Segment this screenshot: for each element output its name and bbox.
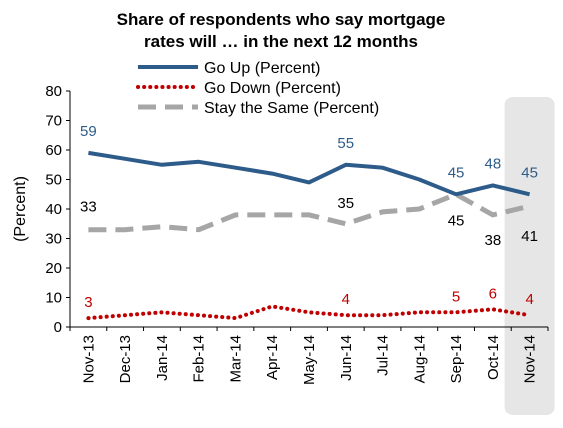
y-tick-label: 0 bbox=[54, 319, 62, 336]
series-line-go-up bbox=[88, 150, 531, 197]
data-label: 59 bbox=[80, 123, 97, 140]
data-label: 38 bbox=[485, 232, 502, 249]
legend-label: Go Down (Percent) bbox=[204, 80, 341, 97]
x-tick-label: Jun-14 bbox=[338, 335, 355, 381]
y-tick-label: 20 bbox=[45, 260, 62, 277]
data-label: 45 bbox=[448, 164, 465, 181]
legend-label: Go Up (Percent) bbox=[204, 60, 320, 77]
legend-label: Stay the Same (Percent) bbox=[204, 100, 379, 117]
chart-title-line-2: rates will … in the next 12 months bbox=[144, 32, 418, 51]
highlight-band bbox=[504, 97, 555, 415]
data-label: 6 bbox=[489, 285, 497, 302]
x-tick-label: Nov-13 bbox=[80, 335, 97, 383]
x-tick-label: May-14 bbox=[301, 335, 318, 385]
y-tick-label: 60 bbox=[45, 142, 62, 159]
data-label: 48 bbox=[485, 155, 502, 172]
y-tick-label: 80 bbox=[45, 83, 62, 100]
y-axis-ticks: 0 10 20 30 40 50 60 70 80 bbox=[45, 83, 70, 336]
data-label: 41 bbox=[521, 228, 538, 245]
y-axis-label: (Percent) bbox=[12, 176, 29, 242]
chart-title: Share of respondents who say mortgage ra… bbox=[117, 10, 446, 51]
y-tick-label: 70 bbox=[45, 113, 62, 130]
data-label: 35 bbox=[337, 195, 354, 212]
data-label: 3 bbox=[84, 294, 92, 311]
series-line-stay-the-same bbox=[88, 191, 531, 233]
data-label: 5 bbox=[452, 288, 460, 305]
legend: Go Up (Percent) Go Down (Percent) Stay the… bbox=[136, 60, 379, 117]
x-tick-label: Apr-14 bbox=[264, 335, 281, 380]
data-label: 45 bbox=[521, 164, 538, 181]
series-line-go-down bbox=[86, 304, 532, 321]
x-tick-label: Jan-14 bbox=[154, 335, 171, 381]
y-tick-label: 40 bbox=[45, 201, 62, 218]
y-tick-label: 50 bbox=[45, 172, 62, 189]
data-label: 33 bbox=[80, 199, 97, 216]
x-tick-label: Feb-14 bbox=[191, 335, 208, 383]
data-label: 55 bbox=[337, 135, 354, 152]
x-tick-label: Nov-14 bbox=[522, 335, 539, 383]
y-tick-label: 30 bbox=[45, 231, 62, 248]
series-lines bbox=[86, 150, 532, 321]
data-label: 4 bbox=[525, 291, 533, 308]
x-tick-label: Dec-13 bbox=[117, 335, 134, 383]
x-axis-ticks: Nov-13 Dec-13 Jan-14 Feb-14 Mar-14 Apr-14 May-… bbox=[69, 327, 549, 385]
x-tick-label: Mar-14 bbox=[227, 335, 244, 383]
chart-title-line-1: Share of respondents who say mortgage bbox=[117, 10, 446, 29]
axes bbox=[69, 91, 548, 328]
x-tick-label: Jul-14 bbox=[375, 335, 392, 376]
x-tick-label: Aug-14 bbox=[411, 335, 428, 383]
data-label: 45 bbox=[448, 212, 465, 229]
x-tick-label: Oct-14 bbox=[485, 335, 502, 380]
x-tick-label: Sep-14 bbox=[448, 335, 465, 383]
data-label: 4 bbox=[342, 291, 350, 308]
y-tick-label: 10 bbox=[45, 290, 62, 307]
